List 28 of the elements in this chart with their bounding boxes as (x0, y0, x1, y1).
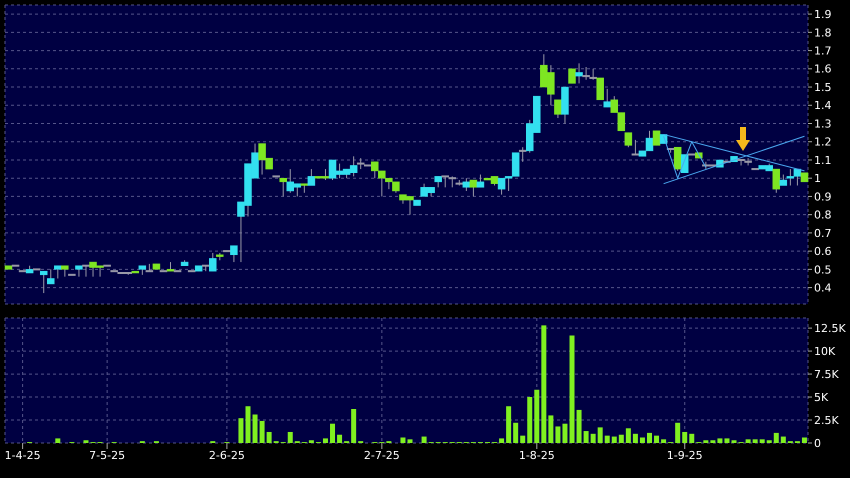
y-tick-label: 1.1 (814, 154, 832, 167)
x-tick-label: 7-5-25 (89, 448, 126, 462)
y-tick-label: 5K (814, 390, 829, 404)
y-tick-label: 0.9 (814, 190, 832, 204)
y-tick-label: 1.8 (814, 26, 832, 40)
x-tick-label: 1-9-25 (666, 448, 703, 462)
y-tick-label: 10K (814, 344, 836, 358)
y-tick-label: 1.5 (814, 80, 832, 94)
y-tick-label: 0.6 (814, 245, 832, 258)
x-tick-label: 1-4-25 (4, 448, 41, 462)
y-tick-label: 1.3 (814, 117, 832, 130)
x-tick-label: 1-8-25 (518, 448, 555, 462)
y-tick-label: 1 (814, 172, 821, 186)
y-tick-label: 1.9 (814, 8, 832, 22)
y-tick-label: 12.5K (814, 322, 846, 336)
x-tick-label: 2-7-25 (364, 448, 400, 462)
y-tick-label: 1.4 (814, 99, 832, 112)
y-tick-label: 1.6 (814, 62, 832, 76)
y-tick-label: 0.7 (814, 226, 832, 240)
y-tick-label: 1.2 (814, 136, 832, 149)
x-tick-label: 2-6-25 (208, 448, 245, 462)
y-tick-label: 2.5K (814, 414, 840, 427)
y-tick-label: 1.7 (814, 44, 832, 58)
y-tick-label: 0.4 (814, 281, 832, 294)
y-tick-label: 0.5 (814, 263, 832, 276)
y-tick-label: 7.5K (814, 368, 840, 381)
y-tick-label: 0 (814, 436, 821, 450)
y-tick-label: 0.8 (814, 208, 832, 222)
